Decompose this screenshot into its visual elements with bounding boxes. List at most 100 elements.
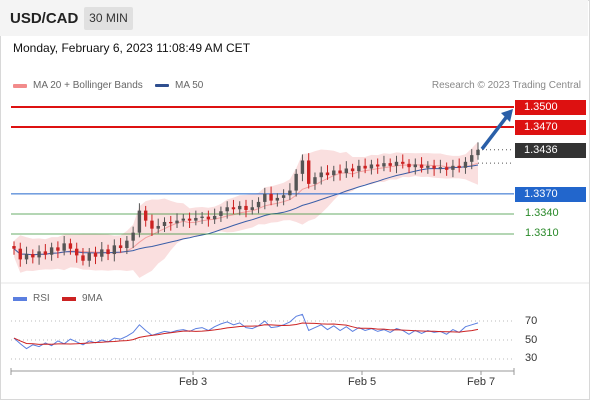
- candle-body: [432, 165, 436, 169]
- rsi-swatch: [13, 296, 27, 301]
- candle-body: [413, 164, 417, 168]
- candle-body: [307, 160, 311, 184]
- candle-body: [56, 247, 60, 251]
- forecast-arrow-shaft: [480, 113, 510, 151]
- candle-body: [231, 207, 236, 210]
- candle-body: [256, 201, 261, 208]
- candle-body: [31, 254, 35, 258]
- candle-body: [106, 249, 110, 255]
- candle-body: [219, 211, 223, 216]
- candle-body: [363, 165, 367, 169]
- resistance-1-tag: 1.3470: [515, 120, 586, 135]
- legend-ma50: MA 50: [155, 80, 203, 91]
- x-tick-feb5: Feb 5: [348, 376, 377, 388]
- candle-body: [206, 216, 211, 220]
- x-tick-feb7: Feb 7: [467, 376, 496, 388]
- candle-body: [288, 190, 292, 196]
- candle-body: [313, 177, 317, 184]
- rsi-tick-70: 70: [525, 315, 538, 327]
- legend-ma20: MA 20 + Bollinger Bands: [13, 80, 143, 91]
- rsi-ma-swatch: [62, 296, 76, 301]
- chart-datetime: Monday, February 6, 2023 11:08:49 AM CET: [13, 41, 251, 55]
- symbol-title: USD/CAD: [10, 10, 79, 27]
- candle-body: [68, 243, 73, 249]
- candle-body: [131, 232, 135, 241]
- candle-body: [457, 165, 461, 168]
- candle-body: [49, 247, 54, 255]
- candle-body: [263, 193, 267, 202]
- candle-body: [419, 164, 424, 168]
- candle-body: [100, 249, 104, 257]
- candle-body: [194, 217, 198, 221]
- candle-body: [369, 164, 374, 169]
- candle-body: [332, 170, 336, 176]
- candle-body: [200, 216, 204, 218]
- ma50-line: [13, 164, 479, 256]
- timeframe-button[interactable]: 30 MIN: [84, 7, 133, 30]
- candle-body: [250, 207, 254, 210]
- ma50-swatch: [155, 84, 169, 87]
- candle-body: [43, 251, 48, 255]
- candle-body: [463, 161, 468, 168]
- candle-body: [325, 172, 330, 176]
- candle-body: [75, 248, 79, 256]
- candle-body: [12, 246, 16, 249]
- candle-body: [118, 245, 123, 249]
- forecast-arrow-head: [501, 109, 513, 122]
- candle-body: [401, 161, 405, 164]
- candle-body: [438, 167, 443, 169]
- legend-rsi-ma: 9MA: [62, 293, 103, 304]
- ma50-label: MA 50: [175, 80, 204, 91]
- candle-body: [281, 195, 286, 198]
- ma20-swatch: [13, 83, 27, 88]
- candle-body: [24, 254, 29, 260]
- candle-body: [269, 193, 273, 201]
- candle-body: [93, 252, 98, 257]
- candle-body: [125, 240, 129, 249]
- rsi-ma-label: 9MA: [82, 293, 103, 304]
- ma20-label: MA 20 + Bollinger Bands: [33, 80, 143, 91]
- legend-rsi: RSI: [13, 293, 50, 304]
- candle-body: [87, 252, 91, 261]
- candle-body: [319, 172, 323, 178]
- candle-body: [357, 165, 361, 172]
- candle-body: [150, 220, 154, 229]
- candle-body: [244, 205, 248, 210]
- candle-body: [388, 163, 392, 166]
- candle-body: [112, 245, 117, 255]
- candle-body: [444, 167, 449, 170]
- candle-body: [294, 173, 298, 191]
- candle-body: [162, 221, 167, 226]
- candle-body: [18, 248, 22, 260]
- candle-body: [156, 225, 160, 229]
- candle-body: [382, 163, 386, 167]
- copyright-text: Research © 2023 Trading Central: [431, 80, 581, 91]
- resistance-2-tag: 1.3500: [515, 100, 586, 115]
- rsi-label: RSI: [33, 293, 50, 304]
- candle-body: [426, 165, 430, 168]
- candle-body: [81, 255, 85, 261]
- candle-body: [300, 160, 305, 174]
- candle-body: [212, 215, 217, 220]
- header-bar: USD/CAD 30 MIN: [0, 0, 588, 36]
- candle-body: [143, 210, 148, 221]
- candle-body: [394, 161, 399, 166]
- support-2-label: 1.3310: [525, 227, 559, 239]
- candle-body: [350, 168, 355, 172]
- rsi-ma-line: [13, 322, 479, 345]
- support-1-label: 1.3340: [525, 207, 559, 219]
- pivot-tag: 1.3370: [515, 187, 586, 202]
- candle-body: [137, 210, 142, 233]
- candle-body: [407, 163, 411, 168]
- candle-body: [37, 251, 41, 258]
- candle-body: [169, 221, 173, 224]
- x-tick-feb3: Feb 3: [179, 376, 208, 388]
- candle-body: [344, 168, 349, 174]
- candle-body: [470, 155, 474, 162]
- rsi-tick-30: 30: [525, 352, 538, 364]
- candle-body: [175, 220, 179, 224]
- candle-body: [187, 218, 192, 221]
- candle-body: [62, 243, 66, 251]
- rsi-tick-50: 50: [525, 334, 538, 346]
